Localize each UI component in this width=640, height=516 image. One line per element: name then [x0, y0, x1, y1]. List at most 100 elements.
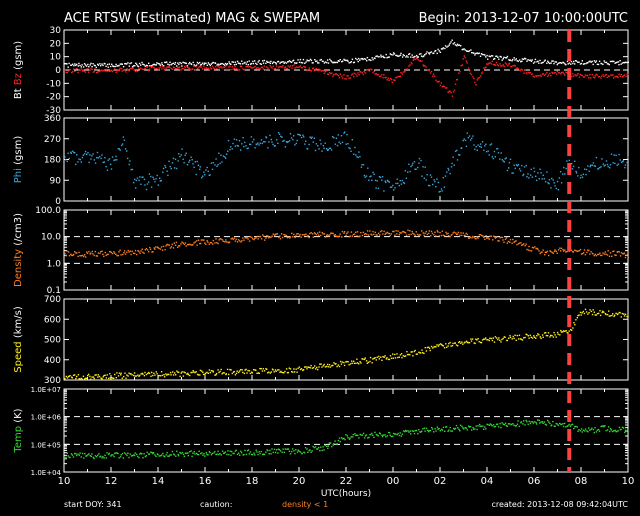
data-point	[233, 452, 235, 455]
data-point	[295, 235, 297, 237]
data-point	[416, 353, 418, 355]
data-point	[411, 351, 413, 353]
data-point	[563, 330, 565, 332]
data-point	[350, 231, 353, 233]
data-point	[547, 61, 550, 64]
data-point	[577, 175, 579, 177]
data-point	[558, 72, 561, 74]
data-point	[138, 375, 140, 377]
data-point	[336, 235, 338, 238]
data-point	[366, 69, 368, 71]
data-point	[519, 338, 522, 340]
data-point	[67, 66, 69, 68]
data-point	[423, 427, 426, 429]
data-point	[458, 428, 460, 430]
data-point	[102, 455, 104, 458]
data-point	[223, 64, 226, 66]
y-tick-label: 1.0	[47, 259, 62, 269]
data-point	[564, 422, 566, 425]
data-point	[80, 456, 82, 458]
data-point	[451, 345, 454, 347]
data-point	[518, 168, 521, 170]
data-point	[589, 60, 591, 62]
x-tick-label: 16	[199, 476, 212, 487]
data-point	[619, 159, 621, 161]
data-point	[130, 62, 133, 64]
data-point	[113, 455, 115, 458]
data-point	[358, 235, 360, 238]
data-point	[494, 156, 496, 158]
data-point	[381, 179, 383, 181]
data-point	[227, 139, 230, 142]
data-point	[511, 65, 513, 68]
data-point	[375, 55, 377, 58]
data-point	[204, 174, 206, 176]
data-point	[292, 139, 294, 141]
data-point	[323, 449, 325, 451]
data-point	[514, 65, 516, 67]
data-point	[487, 423, 489, 426]
data-point	[570, 328, 572, 331]
data-point	[404, 355, 407, 357]
data-point	[130, 373, 132, 375]
data-point	[595, 60, 598, 62]
data-point	[256, 235, 258, 238]
data-point	[307, 366, 309, 368]
data-point	[390, 78, 393, 81]
data-point	[185, 245, 187, 247]
data-point	[278, 133, 281, 135]
data-point	[168, 455, 170, 457]
data-point	[573, 322, 575, 324]
data-point	[331, 232, 333, 234]
data-point	[227, 150, 229, 152]
data-point	[82, 154, 84, 156]
data-point	[513, 164, 515, 166]
data-point	[124, 372, 126, 374]
data-point	[159, 248, 162, 250]
data-point	[321, 69, 323, 72]
data-point	[543, 178, 545, 180]
data-point	[406, 68, 409, 70]
data-point	[338, 60, 340, 62]
data-point	[339, 73, 341, 75]
data-point	[582, 429, 585, 431]
data-point	[359, 361, 361, 363]
data-point	[93, 64, 96, 67]
data-point	[401, 433, 403, 435]
data-point	[348, 62, 350, 64]
data-point	[263, 65, 266, 67]
data-point	[161, 454, 163, 456]
data-point	[408, 163, 410, 165]
data-point	[440, 188, 443, 190]
data-point	[604, 61, 606, 64]
data-point	[333, 61, 335, 63]
data-point	[570, 75, 573, 78]
data-point	[288, 140, 291, 142]
data-point	[464, 234, 466, 237]
data-point	[496, 236, 498, 238]
data-point	[121, 70, 123, 72]
data-point	[110, 70, 112, 72]
data-point	[461, 234, 463, 237]
data-point	[384, 76, 386, 79]
data-point	[245, 368, 247, 371]
data-point	[461, 341, 463, 343]
data-point	[499, 422, 501, 425]
data-point	[246, 65, 248, 68]
data-point	[608, 75, 610, 78]
data-point	[568, 250, 570, 252]
data-point	[560, 62, 563, 64]
data-point	[595, 255, 598, 257]
data-point	[421, 430, 423, 432]
data-point	[399, 180, 401, 182]
data-point	[430, 345, 433, 348]
data-point	[152, 65, 154, 68]
data-point	[75, 68, 77, 70]
data-point	[117, 69, 120, 71]
data-point	[352, 436, 354, 438]
data-point	[291, 450, 293, 453]
data-point	[281, 233, 283, 235]
data-point	[425, 53, 427, 55]
data-point	[300, 368, 303, 370]
data-point	[106, 374, 108, 376]
